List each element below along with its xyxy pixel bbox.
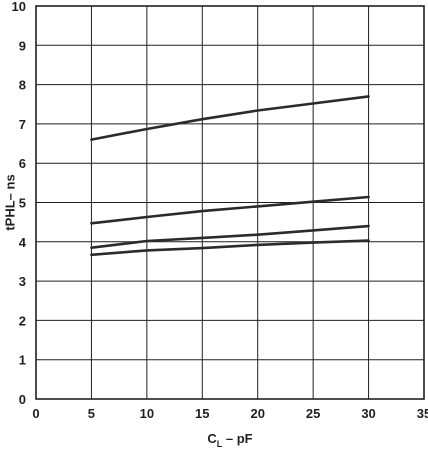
plot-frame <box>35 5 425 400</box>
y-tick-label: 2 <box>19 313 26 328</box>
y-tick-label: 8 <box>19 78 26 93</box>
x-tick-label: 0 <box>32 406 39 421</box>
x-tick-label: 10 <box>140 406 154 421</box>
y-tick-label: 4 <box>19 235 27 250</box>
x-axis-label-rest: – pF <box>222 431 252 446</box>
x-tick-label: 5 <box>88 406 95 421</box>
x-axis-label-main: C <box>207 431 217 446</box>
series-line-1 <box>90 95 370 141</box>
y-tick-label: 0 <box>19 392 26 407</box>
tick-labels: 0 5 10 15 20 25 30 35 0 1 2 3 4 5 6 7 8 9 10 <box>12 0 428 421</box>
x-tick-label: 15 <box>195 406 209 421</box>
x-axis-label-sub: L <box>217 439 223 449</box>
series-line-3 <box>90 224 370 249</box>
x-tick-label: 30 <box>361 406 375 421</box>
grid <box>36 6 424 399</box>
y-tick-label: 10 <box>12 0 26 14</box>
y-tick-label: 5 <box>19 196 26 211</box>
series-line-4 <box>90 239 370 257</box>
y-tick-label: 3 <box>19 274 26 289</box>
y-tick-label: 7 <box>19 117 26 132</box>
series-line-2 <box>90 195 370 225</box>
x-axis-label: CL – pF <box>207 431 252 449</box>
series-lines <box>90 95 370 257</box>
x-tick-label: 35 <box>417 406 428 421</box>
x-tick-label: 20 <box>250 406 264 421</box>
x-tick-label: 25 <box>306 406 320 421</box>
y-axis-label: tPHL– ns <box>2 174 17 230</box>
y-tick-label: 6 <box>19 156 26 171</box>
y-tick-label: 9 <box>19 38 26 53</box>
y-tick-label: 1 <box>19 353 26 368</box>
